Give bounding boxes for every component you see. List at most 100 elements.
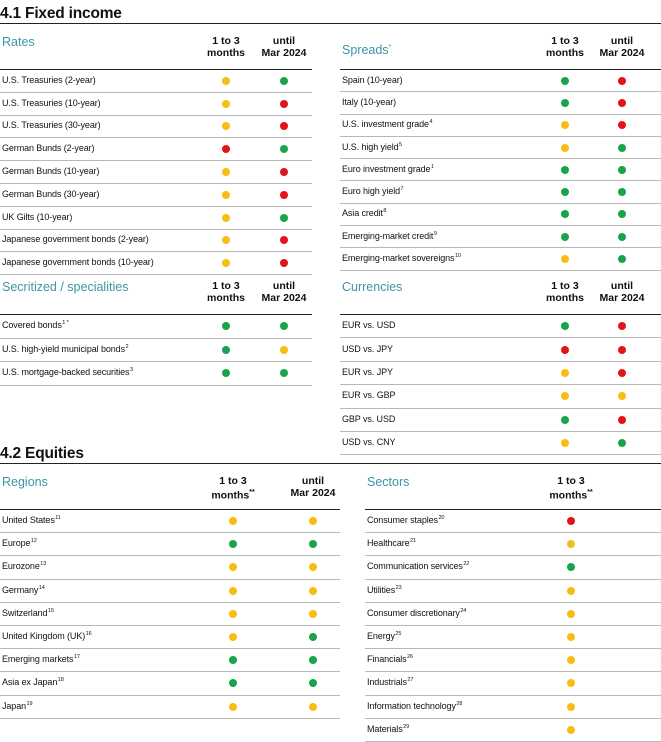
row-label: Asia ex Japan18 — [2, 677, 64, 687]
row-label-text: USD vs. JPY — [342, 343, 393, 354]
table-row: Asia ex Japan18 — [0, 672, 340, 696]
row-label-text: U.S. Treasuries (30-year) — [2, 120, 101, 131]
row-label: U.S. Treasuries (30-year) — [2, 120, 101, 130]
row-label: U.S. high yield5 — [342, 142, 402, 152]
signal-green-dot — [618, 439, 626, 448]
row-label: Information technology28 — [367, 701, 462, 711]
signal-green-dot — [561, 322, 569, 331]
column-header-text: Mar 2024 — [290, 487, 336, 499]
column-header-line: months — [207, 292, 245, 304]
signal-green-dot — [618, 255, 626, 264]
signal-yellow-dot — [561, 143, 569, 152]
signal-green-dot — [222, 369, 230, 378]
row-label: United Kingdom (UK)16 — [2, 631, 92, 641]
column-header-line: months — [546, 292, 584, 304]
row-label-text: Emerging-market credit — [342, 230, 434, 241]
table-row: Healthcare21 — [365, 533, 661, 557]
signal-green-dot — [561, 232, 569, 241]
panel-title-text: Rates — [2, 35, 35, 49]
row-label: U.S. Treasuries (2-year) — [2, 75, 96, 85]
column-header-line: Mar 2024 — [262, 47, 307, 59]
footnote-marker: ** — [587, 489, 593, 496]
row-label-text: German Bunds (10-year) — [2, 166, 100, 177]
table-row: German Bunds (10-year) — [0, 161, 312, 184]
column-header: 1 to 3 months — [546, 280, 584, 304]
signal-red-dot — [618, 98, 626, 107]
column-header-text: months — [207, 47, 245, 59]
signal-yellow-dot — [222, 190, 230, 199]
signal-yellow-dot — [561, 439, 569, 448]
row-label-text: Covered bonds — [2, 320, 62, 331]
signal-green-dot — [618, 232, 626, 241]
column-header-text: Mar 2024 — [261, 47, 307, 59]
footnote-marker: 5 — [399, 141, 402, 148]
row-label: Healthcare21 — [367, 538, 416, 548]
signal-green-dot — [309, 656, 317, 665]
row-label: Asia credit8 — [342, 208, 386, 218]
column-header-line: months** — [549, 487, 592, 502]
signal-red-dot — [618, 368, 626, 377]
panel-title: Spreads* — [342, 43, 391, 57]
signal-yellow-dot — [229, 563, 237, 572]
row-label: U.S. mortgage-backed securities3 — [2, 367, 133, 377]
row-label: Emerging markets17 — [2, 654, 80, 664]
row-label-text: Energy — [367, 631, 395, 642]
table-row: German Bunds (2-year) — [0, 138, 312, 162]
signal-red-dot — [280, 168, 288, 177]
footnote-marker: 20 — [438, 515, 445, 522]
signal-green-dot — [567, 563, 575, 572]
signal-yellow-dot — [567, 679, 575, 688]
table-row: Euro high yield7 — [340, 181, 661, 204]
column-header-line: 1 to 3 — [551, 35, 579, 47]
table-row: Europe12 — [0, 533, 340, 557]
table-row: U.S. mortgage-backed securities3 — [0, 362, 312, 386]
signal-red-dot — [280, 190, 288, 199]
table-row: German Bunds (30-year) — [0, 184, 312, 207]
row-label-text: Information technology — [367, 700, 456, 711]
table-row: Asia credit8 — [340, 204, 661, 227]
signal-green-dot — [561, 165, 569, 174]
row-label: UK Gilts (10-year) — [2, 212, 72, 222]
row-label: Energy25 — [367, 631, 401, 641]
signal-red-dot — [280, 99, 288, 108]
column-header-line: 1 to 3 — [212, 280, 240, 292]
signal-red-dot — [618, 415, 626, 424]
column-header: until Mar 2024 — [600, 35, 645, 59]
column-header-text: Mar 2024 — [599, 47, 645, 59]
row-label: Japan19 — [2, 701, 33, 711]
table-row: Emerging-market credit9 — [340, 226, 661, 249]
row-label: GBP vs. USD — [342, 414, 395, 424]
row-label: Spain (10-year) — [342, 75, 403, 85]
table-row: Switzerland15 — [0, 603, 340, 626]
signal-yellow-dot — [567, 609, 575, 618]
signal-yellow-dot — [567, 586, 575, 595]
signal-yellow-dot — [222, 122, 230, 131]
row-label: U.S. high-yield municipal bonds2 — [2, 344, 129, 354]
column-header-line: months — [207, 47, 245, 59]
signal-green-dot — [222, 322, 230, 331]
table-row: U.S. high-yield municipal bonds2 — [0, 339, 312, 362]
table-row: EUR vs. GBP — [340, 385, 661, 409]
column-header-line: until — [610, 35, 634, 47]
signal-red-dot — [222, 145, 230, 154]
row-label-text: EUR vs. JPY — [342, 366, 393, 377]
column-header-text: Mar 2024 — [261, 292, 307, 304]
panel-title: Secritized / specialities — [2, 280, 128, 294]
row-label-text: USD vs. CNY — [342, 437, 396, 448]
signal-yellow-dot — [222, 99, 230, 108]
row-label-text: U.S. high yield — [342, 141, 399, 152]
column-header-line: months** — [211, 487, 254, 502]
footnote-marker: 26 — [407, 654, 413, 661]
signal-red-dot — [280, 236, 288, 245]
footnote-marker: 17 — [73, 654, 80, 661]
column-header-line: Mar 2024 — [600, 47, 645, 59]
signal-green-dot — [280, 76, 288, 85]
row-label-text: United Kingdom (UK) — [2, 631, 86, 642]
signal-yellow-dot — [229, 517, 237, 526]
row-label-text: Asia ex Japan — [2, 677, 58, 688]
row-label: Euro investment grade1 — [342, 164, 434, 174]
footnote-marker: ** — [249, 489, 255, 496]
signal-green-dot — [309, 540, 317, 549]
signal-yellow-dot — [229, 633, 237, 642]
row-label-text: Utilities — [367, 584, 396, 595]
